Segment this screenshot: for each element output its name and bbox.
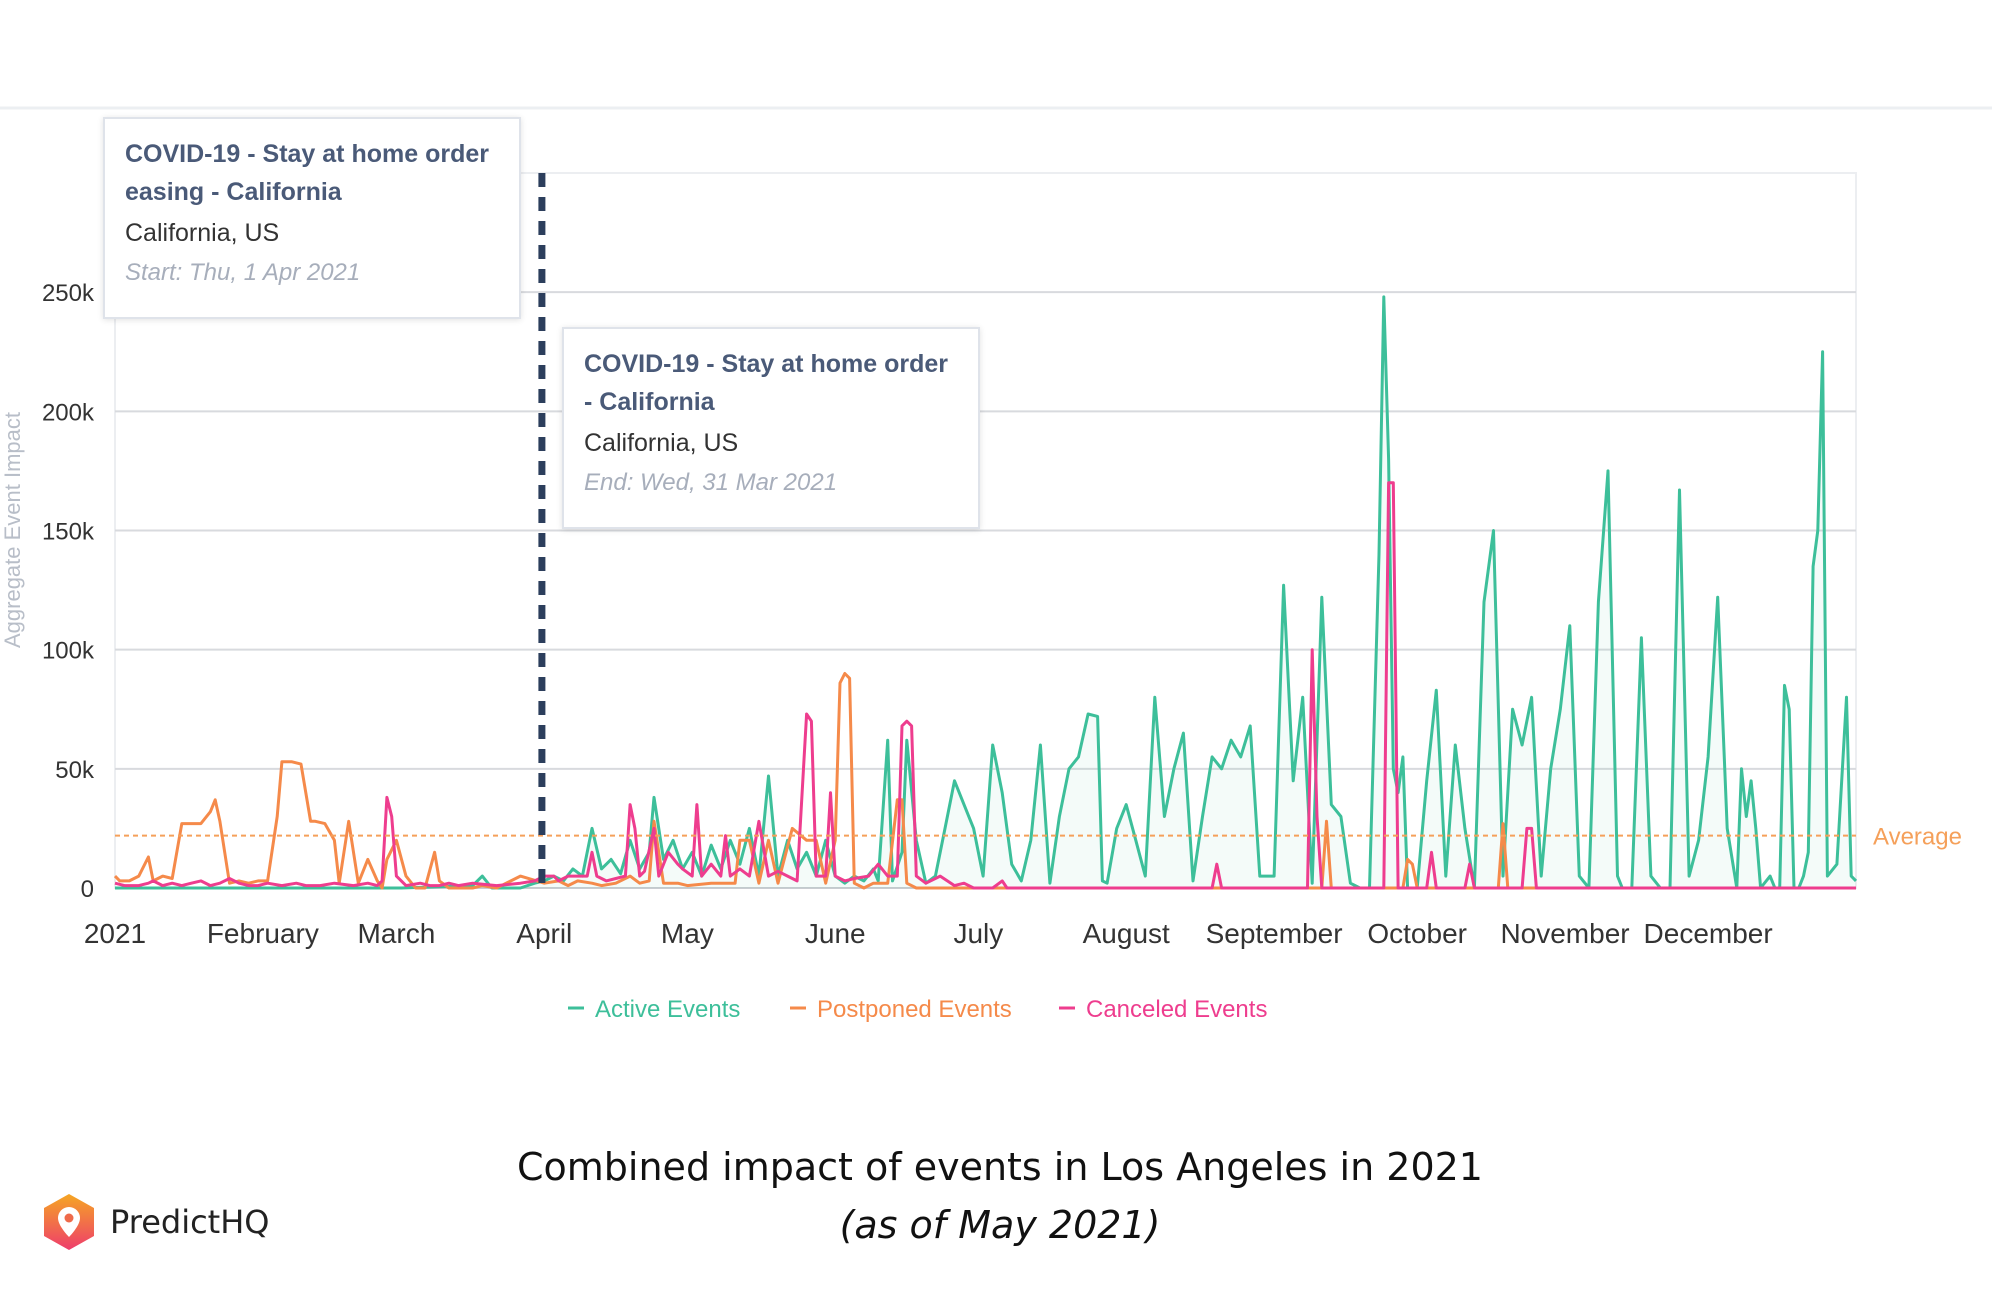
legend-label: Canceled Events [1086,996,1267,1023]
x-tick-label: August [1083,918,1170,949]
tooltip-date: End: Wed, 31 Mar 2021 [584,469,838,496]
tooltip-stay-home-easing: COVID-19 - Stay at home order easing - C… [103,117,521,319]
chart-subtitle: (as of May 2021) [839,1203,1161,1247]
average-label: Average [1873,824,1962,851]
legend-item-postponed-events[interactable]: Postponed Events [790,996,1012,1023]
predicthq-logo: PredictHQ [42,1193,269,1251]
x-tick-label: February [207,918,319,949]
tooltip-title: COVID-19 - Stay at home order - Californ… [584,350,948,416]
y-tick-label: 150k [42,519,95,546]
legend-label: Active Events [595,996,740,1023]
brand-name: PredictHQ [110,1203,270,1241]
location-pin-icon [44,1194,94,1250]
x-tick-label: March [358,918,436,949]
y-axis-label: Aggregate Event Impact [0,412,25,648]
y-tick-label: 50k [55,757,95,784]
series-line-active-events [115,295,1858,890]
legend-item-active-events[interactable]: Active Events [568,996,740,1023]
x-tick-label: November [1500,918,1629,949]
tooltip-location: California, US [125,219,280,247]
chart-title: Combined impact of events in Los Angeles… [517,1145,1483,1189]
x-tick-label: April [516,918,572,949]
legend-item-canceled-events[interactable]: Canceled Events [1059,996,1267,1023]
y-tick-label: 0 [81,876,94,903]
x-tick-label: 2021 [84,918,146,949]
x-tick-label: May [661,918,714,949]
series-line-canceled-events [114,481,1856,890]
x-tick-label: July [953,918,1003,949]
y-tick-label: 200k [42,399,95,426]
legend-label: Postponed Events [817,996,1012,1023]
y-tick-label: 250k [42,280,95,307]
series-area-active-events [115,296,1856,888]
tooltip-stay-home-order: COVID-19 - Stay at home order - Californ… [562,327,980,529]
x-tick-label: October [1367,918,1467,949]
x-tick-label: December [1644,918,1773,949]
tooltip-location: California, US [584,429,739,457]
tooltip-date: Start: Thu, 1 Apr 2021 [125,259,361,286]
y-tick-label: 100k [42,638,95,665]
x-tick-label: September [1206,918,1343,949]
x-tick-label: June [805,918,866,949]
tooltip-title: COVID-19 - Stay at home order easing - C… [125,140,489,206]
